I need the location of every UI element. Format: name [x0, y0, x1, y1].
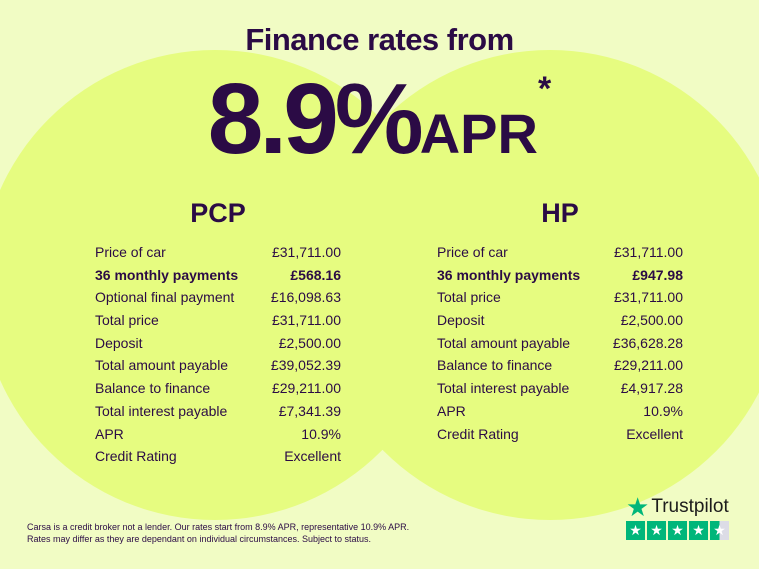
row-label: 36 monthly payments — [437, 266, 581, 283]
row-value: £39,052.39 — [270, 357, 341, 374]
pcp-table: PCP Price of car £31,711.00 36 monthly pay… — [95, 198, 341, 468]
rate-display: 8.9%APR* — [0, 62, 759, 177]
row-value: Excellent — [626, 425, 683, 442]
table-row: Total amount payable £39,052.39 — [95, 354, 341, 377]
table-row: APR 10.9% — [95, 423, 341, 446]
row-label: Credit Rating — [95, 448, 177, 465]
disclaimer-line: Carsa is a credit broker not a lender. O… — [27, 522, 410, 532]
rate-value: 8.9% — [207, 63, 424, 175]
row-label: Total amount payable — [95, 357, 229, 374]
asterisk: * — [537, 70, 552, 108]
row-value: Excellent — [284, 448, 341, 465]
table-row: Balance to finance £29,211.00 — [95, 377, 341, 400]
hp-table: HP Price of car £31,711.00 36 monthly paym… — [437, 198, 683, 445]
table-row: Total interest payable £4,917.28 — [437, 377, 683, 400]
star-icon: ★ — [626, 521, 645, 540]
table-row: Credit Rating Excellent — [437, 423, 683, 446]
pcp-title: PCP — [190, 198, 246, 228]
row-label: Deposit — [437, 312, 485, 329]
trustpilot-name: Trustpilot — [651, 496, 729, 517]
row-value: £31,711.00 — [613, 289, 683, 306]
row-value: £7,341.39 — [278, 402, 341, 419]
row-value: £947.98 — [632, 266, 683, 283]
row-value: £2,500.00 — [278, 334, 341, 351]
trustpilot-rating: ★ ★ ★ ★ ★ — [626, 521, 729, 540]
disclaimer: Carsa is a credit broker not a lender. O… — [27, 521, 409, 545]
row-value: 10.9% — [301, 425, 341, 442]
table-row: Price of car £31,711.00 — [437, 241, 683, 264]
table-row: Deposit £2,500.00 — [95, 332, 341, 355]
row-value: £568.16 — [290, 266, 341, 283]
table-row: Optional final payment £16,098.63 — [95, 286, 341, 309]
trustpilot-star-icon: ★ — [626, 492, 650, 522]
table-row: Total interest payable £7,341.39 — [95, 400, 341, 423]
table-row: Total amount payable £36,628.28 — [437, 332, 683, 355]
table-row: Total price £31,711.00 — [95, 309, 341, 332]
table-row: Price of car £31,711.00 — [95, 241, 341, 264]
disclaimer-line: Rates may differ as they are dependant o… — [27, 534, 372, 544]
row-label: APR — [437, 402, 466, 419]
star-icon: ★ — [689, 521, 708, 540]
row-label: Price of car — [95, 244, 166, 260]
row-value: £36,628.28 — [612, 334, 683, 351]
row-label: Total price — [437, 289, 501, 306]
row-label: APR — [95, 425, 124, 442]
hp-title: HP — [541, 198, 579, 228]
half-star-icon: ★ — [710, 521, 729, 540]
background-circle-right — [315, 50, 759, 520]
apr-label: APR — [419, 102, 538, 165]
row-label: Total interest payable — [95, 402, 228, 419]
row-label: Deposit — [95, 334, 143, 351]
star-icon: ★ — [668, 521, 687, 540]
row-label: Optional final payment — [95, 289, 235, 306]
table-row: Deposit £2,500.00 — [437, 309, 683, 332]
row-label: Total amount payable — [437, 334, 571, 351]
row-value: £31,711.00 — [271, 312, 341, 329]
row-value: £31,711.00 — [613, 244, 683, 260]
row-label: Credit Rating — [437, 425, 519, 442]
trustpilot-badge[interactable]: ★ Trustpilot ★ ★ ★ ★ ★ — [626, 492, 729, 540]
headline: Finance rates from — [245, 22, 514, 57]
row-label: Total interest payable — [437, 380, 570, 397]
row-value: £29,211.00 — [613, 357, 683, 374]
row-value: £16,098.63 — [270, 289, 341, 306]
table-row: 36 monthly payments £947.98 — [437, 264, 683, 287]
row-label: Balance to finance — [437, 357, 553, 374]
row-label: Total price — [95, 312, 159, 329]
table-row: 36 monthly payments £568.16 — [95, 264, 341, 287]
row-value: £2,500.00 — [620, 312, 683, 329]
table-row: APR 10.9% — [437, 400, 683, 423]
star-icon: ★ — [647, 521, 666, 540]
row-value: £29,211.00 — [271, 380, 341, 397]
table-row: Total price £31,711.00 — [437, 286, 683, 309]
row-value: £31,711.00 — [271, 244, 341, 260]
row-value: £4,917.28 — [620, 380, 683, 397]
row-value: 10.9% — [643, 402, 683, 419]
row-label: 36 monthly payments — [95, 266, 239, 283]
table-row: Balance to finance £29,211.00 — [437, 354, 683, 377]
table-row: Credit Rating Excellent — [95, 445, 341, 468]
row-label: Balance to finance — [95, 380, 211, 397]
row-label: Price of car — [437, 244, 508, 260]
